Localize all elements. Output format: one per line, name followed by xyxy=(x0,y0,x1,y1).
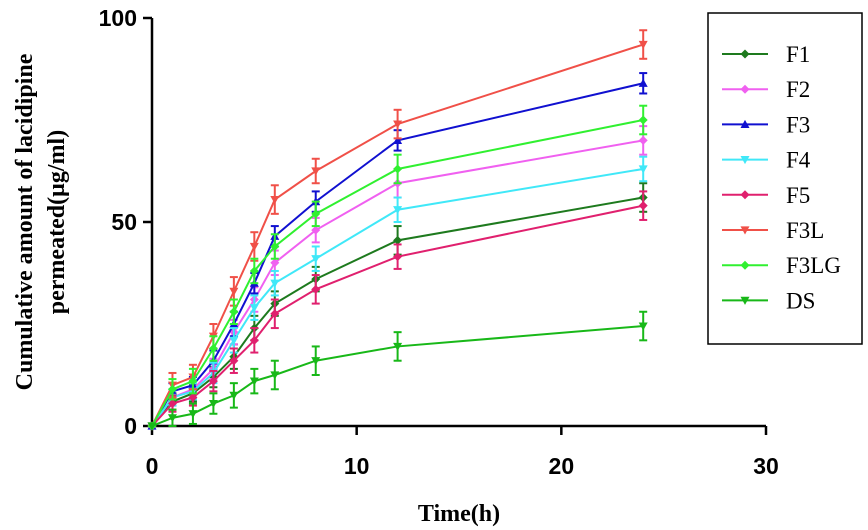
data-point xyxy=(393,206,403,215)
data-point xyxy=(638,115,648,125)
data-point xyxy=(229,307,239,317)
data-point xyxy=(393,164,403,174)
data-point xyxy=(270,279,280,288)
data-point xyxy=(311,284,321,294)
legend-swatch-marker xyxy=(740,156,750,165)
plot-series xyxy=(147,29,648,431)
legend-swatch-marker xyxy=(740,226,750,235)
series-ds xyxy=(147,310,648,431)
series-line-f1 xyxy=(151,196,644,427)
data-point xyxy=(393,120,403,129)
data-point xyxy=(249,377,259,386)
data-point xyxy=(270,371,280,380)
data-point xyxy=(208,343,218,353)
series-line-f3 xyxy=(151,82,644,427)
legend-label: F2 xyxy=(786,77,810,102)
y-tick-label: 0 xyxy=(124,413,137,439)
legend-swatch-marker xyxy=(740,296,750,305)
y-axis-title-line2: permeated(µg/ml) xyxy=(44,130,70,314)
data-point xyxy=(249,242,259,251)
legend-item-f3lg: F3LG xyxy=(722,253,841,278)
data-point xyxy=(249,266,259,276)
data-point xyxy=(638,165,648,174)
data-point xyxy=(229,391,239,400)
legend-item-f2: F2 xyxy=(722,77,810,102)
legend-box xyxy=(707,12,863,345)
axes xyxy=(150,18,766,428)
series-line-f5 xyxy=(151,204,644,427)
y-ticks: 0 50 100 xyxy=(99,5,152,439)
data-point xyxy=(311,209,321,219)
x-ticks: 0 10 20 30 xyxy=(146,426,779,479)
data-point xyxy=(270,309,280,319)
data-point xyxy=(188,376,198,386)
data-point xyxy=(393,342,403,351)
data-point xyxy=(167,414,177,423)
legend-swatch-marker xyxy=(740,49,750,59)
series-line-f3l xyxy=(151,43,644,427)
legend-label: F5 xyxy=(786,183,810,208)
legend-label: F3 xyxy=(786,112,810,137)
data-point xyxy=(638,201,648,211)
data-point xyxy=(208,399,218,409)
series-f3lg xyxy=(147,104,648,431)
y-tick-label: 100 xyxy=(99,5,137,31)
data-point xyxy=(208,376,218,386)
data-point xyxy=(270,195,280,205)
legend-item-f4: F4 xyxy=(722,148,811,173)
legend-item-f3l: F3L xyxy=(722,218,824,243)
legend-swatch-marker xyxy=(740,260,750,270)
series-line-f4 xyxy=(151,167,644,427)
legend-item-f5: F5 xyxy=(722,183,810,208)
series-f4 xyxy=(147,155,648,431)
series-line-ds xyxy=(151,325,644,427)
data-point xyxy=(270,241,280,251)
data-point xyxy=(188,392,198,402)
data-point xyxy=(311,225,321,235)
data-point xyxy=(638,135,648,145)
data-point xyxy=(638,40,648,50)
data-point xyxy=(229,287,239,296)
data-point xyxy=(167,384,177,394)
legend-swatch-marker xyxy=(740,84,750,94)
x-tick-label: 0 xyxy=(146,453,159,479)
data-point xyxy=(311,255,321,264)
data-point xyxy=(311,167,321,176)
data-point xyxy=(249,335,259,345)
x-tick-label: 30 xyxy=(753,453,779,479)
legend-swatch-marker xyxy=(740,190,750,200)
series-line-f3lg xyxy=(151,119,644,427)
data-point xyxy=(249,304,259,313)
data-point xyxy=(147,422,157,431)
data-point xyxy=(229,336,239,345)
legend-item-ds: DS xyxy=(722,288,815,313)
data-point xyxy=(638,322,648,331)
x-tick-label: 20 xyxy=(549,453,575,479)
data-point xyxy=(311,357,321,366)
x-tick-label: 10 xyxy=(344,453,370,479)
legend-label: F1 xyxy=(786,42,810,67)
data-point xyxy=(188,410,198,419)
data-point xyxy=(393,235,403,245)
data-point xyxy=(229,356,239,366)
legend-item-f3: F3 xyxy=(722,112,810,137)
y-axis-title-line1: Cumulative amount of lacidipine xyxy=(12,53,38,390)
data-point xyxy=(270,258,280,268)
data-point xyxy=(393,252,403,262)
y-tick-label: 50 xyxy=(111,209,137,235)
series-f5 xyxy=(147,190,648,431)
data-point xyxy=(167,399,177,409)
legend-label: F4 xyxy=(786,148,811,173)
legend-swatch-marker xyxy=(740,119,750,128)
legend-label: F3LG xyxy=(786,253,841,278)
x-axis-title: Time(h) xyxy=(418,501,500,527)
data-point xyxy=(393,135,403,144)
data-point xyxy=(638,78,648,87)
legend: F1 F2 F3 F4 F5 F3L F3LG DS xyxy=(707,12,863,345)
legend-label: F3L xyxy=(786,218,824,243)
legend-item-f1: F1 xyxy=(722,42,810,67)
legend-label: DS xyxy=(786,288,815,313)
